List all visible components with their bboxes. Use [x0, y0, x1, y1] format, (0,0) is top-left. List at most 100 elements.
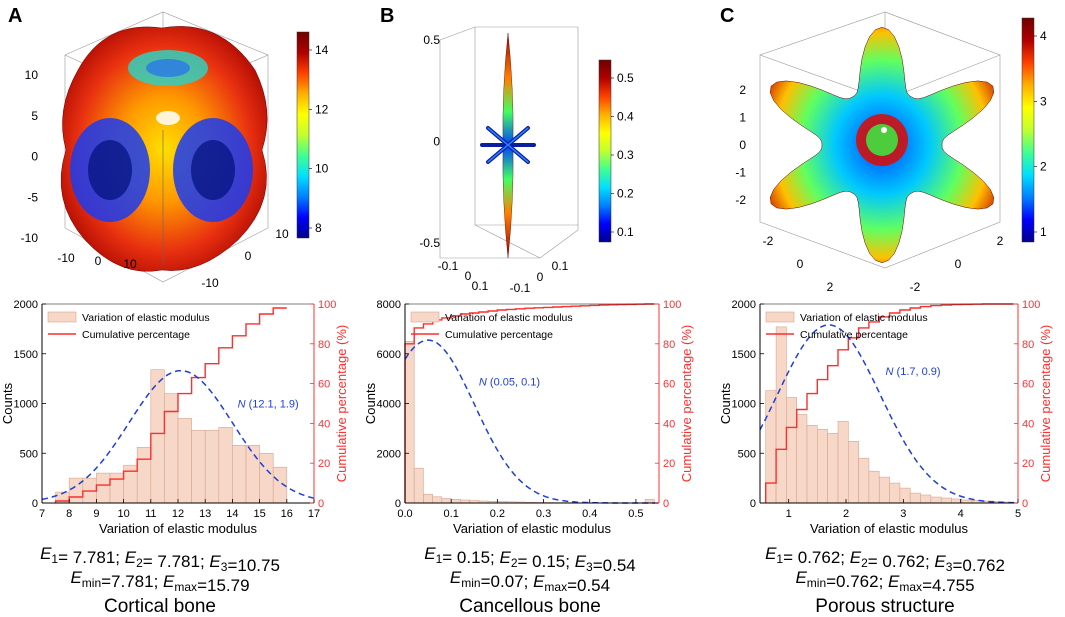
y-axis-tick-label: 0 — [245, 249, 252, 263]
value: = 0.762; — [783, 548, 850, 567]
normal-fit-annotation: N (1.7, 0.9) — [886, 366, 941, 378]
y2-tick-label: 80 — [663, 339, 675, 351]
panel-letter: C — [720, 5, 734, 27]
y2-tick-label: 100 — [663, 299, 681, 311]
y-tick-label: 4000 — [377, 399, 401, 411]
z-axis-tick-label: 2 — [739, 83, 746, 97]
value: =0.762; — [826, 572, 888, 591]
subscript: min — [461, 576, 480, 590]
z-axis-tick-label: 0 — [31, 150, 38, 164]
colorbar — [296, 31, 310, 239]
x-axis-tick-label: -2 — [763, 234, 774, 248]
value: =7.781; — [101, 572, 163, 591]
legend-label-cumulative: Cumulative percentage — [445, 329, 553, 341]
z-axis-tick-label: -1 — [735, 166, 746, 180]
panel-caption: Cortical bone — [104, 596, 216, 617]
colorbar-tick-label: 12 — [315, 102, 329, 116]
histogram-bar — [806, 425, 818, 504]
normal-fit-curve — [404, 339, 659, 504]
x-tick-label: 7 — [39, 508, 45, 520]
histogram-bar — [259, 452, 274, 504]
y2-tick-label: 100 — [1022, 299, 1040, 311]
value: = 7.781; — [58, 548, 125, 567]
colorbar — [1021, 17, 1035, 243]
value: =4.755 — [922, 576, 974, 595]
x-tick-label: 0.4 — [582, 508, 597, 520]
histogram-bar — [136, 446, 152, 504]
y-tick-label: 1000 — [14, 399, 38, 411]
z-axis-tick-label: 0 — [433, 135, 440, 149]
x-tick-label: 14 — [226, 508, 238, 520]
y2-tick-label: 100 — [318, 299, 336, 311]
histogram-bar — [847, 440, 859, 504]
bounding-box-lines — [439, 26, 579, 259]
y-axis-tick-label: -2 — [910, 280, 921, 294]
symbol: E — [70, 568, 82, 587]
y2-tick-label: 60 — [1022, 379, 1034, 391]
x-tick-label: 12 — [172, 508, 184, 520]
histogram-bar — [441, 498, 452, 504]
annotation-n: N — [479, 377, 487, 389]
subscript: max — [174, 580, 197, 594]
legend-label-histogram: Variation of elastic modulus — [445, 312, 573, 324]
x-tick-label: 17 — [308, 508, 320, 520]
value: =15.79 — [197, 576, 249, 595]
subscript: 1 — [51, 552, 58, 566]
histogram-bar — [827, 433, 839, 504]
histogram-bar — [786, 397, 798, 504]
value: = 0.15; — [442, 548, 499, 567]
value: = 0.762; — [868, 552, 935, 571]
colorbar-tick-label: 0.1 — [617, 225, 634, 239]
colorbar — [598, 59, 612, 243]
modulus-equation: E1= 7.781; E2= 7.781; E3=10.75 — [40, 544, 280, 575]
histogram-bar — [96, 472, 111, 504]
annotation-n: N — [238, 399, 246, 411]
histogram-bar — [909, 492, 921, 504]
x-axis-label: Variation of elastic modulus — [810, 521, 969, 536]
histogram-bar — [837, 421, 849, 504]
histogram-bar — [920, 494, 932, 504]
histogram-bar — [868, 470, 880, 504]
colorbar-tick-label: 0.5 — [617, 71, 634, 85]
symbol: E — [163, 572, 175, 591]
y-tick-label: 2000 — [14, 299, 38, 311]
subscript: 2 — [136, 556, 143, 570]
y-axis-tick-label: -0.1 — [510, 281, 531, 295]
x-tick-label: 16 — [281, 508, 293, 520]
colorbar-tick-label: 0.3 — [617, 148, 634, 162]
x-tick-label: 13 — [199, 508, 211, 520]
y2-tick-label: 60 — [318, 379, 330, 391]
y-axis-tick-label: 0.1 — [552, 259, 569, 273]
central-dome-inner — [866, 124, 898, 156]
subscript: 2 — [861, 556, 868, 570]
y-tick-label: 6000 — [377, 349, 401, 361]
x-tick-label: 2 — [843, 508, 849, 520]
annotation-params: (12.1, 1.9) — [246, 399, 299, 411]
histogram-bar — [878, 476, 890, 504]
y2-axis-label: Cumulative percentage (%) — [1038, 325, 1053, 483]
histogram-bar — [450, 498, 461, 504]
modulus-equation: Emin=0.762; Emax=4.755 — [795, 568, 974, 595]
colorbar-tick-label: 2 — [1040, 160, 1047, 174]
symbol: E — [533, 572, 545, 591]
normal-fit-curve — [41, 369, 315, 501]
value: = 0.15; — [518, 552, 575, 571]
z-axis-tick-label: 0 — [739, 138, 746, 152]
subscript: 3 — [946, 560, 953, 574]
y2-axis-label: Cumulative percentage (%) — [334, 325, 349, 483]
panel-letter: B — [380, 5, 394, 27]
y2-tick-label: 20 — [318, 458, 330, 470]
z-axis-tick-label: 0.5 — [423, 33, 440, 47]
colorbar-tick-label: 0.4 — [617, 110, 634, 124]
x-axis-tick-label: -10 — [57, 251, 75, 265]
y2-tick-label: 80 — [318, 339, 330, 351]
modulus-equation: E1= 0.762; E2= 0.762; E3=0.762 — [765, 544, 1005, 575]
y-tick-label: 500 — [20, 448, 38, 460]
y-tick-label: 2000 — [732, 299, 756, 311]
value: =0.07; — [481, 572, 533, 591]
histogram-bar — [796, 414, 808, 504]
subscript: min — [807, 576, 826, 590]
dark-lobe-right — [191, 140, 235, 200]
